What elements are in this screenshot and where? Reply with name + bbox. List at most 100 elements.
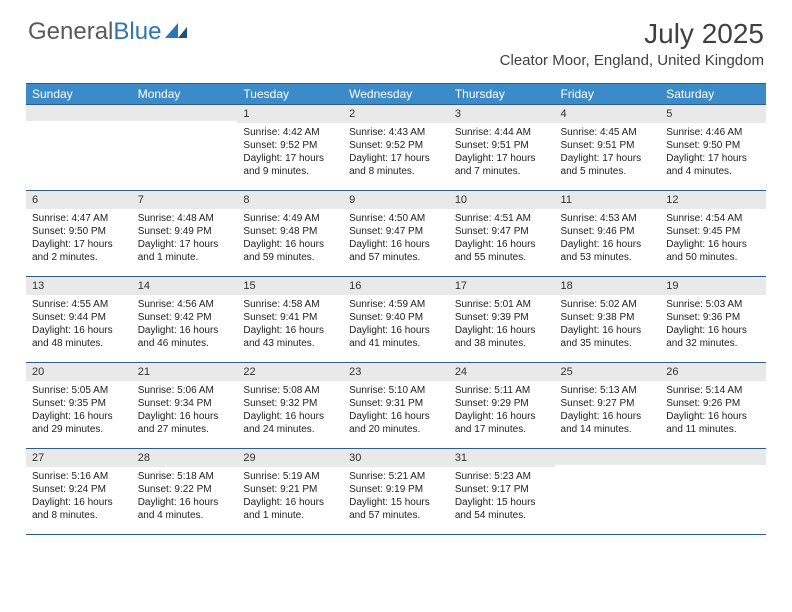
sunset-line: Sunset: 9:52 PM	[349, 139, 443, 152]
sunrise-line: Sunrise: 5:14 AM	[666, 384, 760, 397]
day-number: 1	[237, 105, 343, 123]
daylight-line: Daylight: 17 hours and 8 minutes.	[349, 152, 443, 178]
daylight-line: Daylight: 16 hours and 38 minutes.	[455, 324, 549, 350]
daylight-line: Daylight: 16 hours and 46 minutes.	[138, 324, 232, 350]
sunrise-line: Sunrise: 4:42 AM	[243, 126, 337, 139]
calendar-head: SundayMondayTuesdayWednesdayThursdayFrid…	[26, 84, 766, 105]
sunrise-line: Sunrise: 4:53 AM	[561, 212, 655, 225]
day-body: Sunrise: 5:02 AMSunset: 9:38 PMDaylight:…	[555, 295, 661, 354]
daylight-line: Daylight: 17 hours and 4 minutes.	[666, 152, 760, 178]
day-number	[132, 105, 238, 121]
day-body: Sunrise: 5:06 AMSunset: 9:34 PMDaylight:…	[132, 381, 238, 440]
daylight-line: Daylight: 15 hours and 54 minutes.	[455, 496, 549, 522]
daylight-line: Daylight: 16 hours and 55 minutes.	[455, 238, 549, 264]
day-body: Sunrise: 4:54 AMSunset: 9:45 PMDaylight:…	[660, 209, 766, 268]
day-number	[660, 449, 766, 465]
day-body: Sunrise: 5:08 AMSunset: 9:32 PMDaylight:…	[237, 381, 343, 440]
calendar-empty-cell	[26, 105, 132, 191]
sunset-line: Sunset: 9:26 PM	[666, 397, 760, 410]
daylight-line: Daylight: 16 hours and 43 minutes.	[243, 324, 337, 350]
calendar-day-cell: 21Sunrise: 5:06 AMSunset: 9:34 PMDayligh…	[132, 363, 238, 449]
sunrise-line: Sunrise: 5:13 AM	[561, 384, 655, 397]
sunset-line: Sunset: 9:21 PM	[243, 483, 337, 496]
day-number: 12	[660, 191, 766, 209]
day-body: Sunrise: 4:44 AMSunset: 9:51 PMDaylight:…	[449, 123, 555, 182]
sunrise-line: Sunrise: 5:05 AM	[32, 384, 126, 397]
day-number	[555, 449, 661, 465]
sunrise-line: Sunrise: 4:44 AM	[455, 126, 549, 139]
daylight-line: Daylight: 17 hours and 2 minutes.	[32, 238, 126, 264]
day-number: 2	[343, 105, 449, 123]
day-body: Sunrise: 5:18 AMSunset: 9:22 PMDaylight:…	[132, 467, 238, 526]
day-number: 28	[132, 449, 238, 467]
daylight-line: Daylight: 16 hours and 48 minutes.	[32, 324, 126, 350]
calendar-day-cell: 23Sunrise: 5:10 AMSunset: 9:31 PMDayligh…	[343, 363, 449, 449]
calendar-day-cell: 10Sunrise: 4:51 AMSunset: 9:47 PMDayligh…	[449, 191, 555, 277]
daylight-line: Daylight: 16 hours and 50 minutes.	[666, 238, 760, 264]
daylight-line: Daylight: 16 hours and 20 minutes.	[349, 410, 443, 436]
sunrise-line: Sunrise: 4:51 AM	[455, 212, 549, 225]
daylight-line: Daylight: 16 hours and 8 minutes.	[32, 496, 126, 522]
day-number: 27	[26, 449, 132, 467]
day-number: 24	[449, 363, 555, 381]
day-header: Monday	[132, 84, 238, 105]
daylight-line: Daylight: 16 hours and 11 minutes.	[666, 410, 760, 436]
logo-part1: General	[28, 18, 113, 45]
sunset-line: Sunset: 9:50 PM	[666, 139, 760, 152]
day-number	[26, 105, 132, 121]
calendar-day-cell: 22Sunrise: 5:08 AMSunset: 9:32 PMDayligh…	[237, 363, 343, 449]
daylight-line: Daylight: 16 hours and 32 minutes.	[666, 324, 760, 350]
day-number: 16	[343, 277, 449, 295]
sunset-line: Sunset: 9:48 PM	[243, 225, 337, 238]
day-number: 13	[26, 277, 132, 295]
sunset-line: Sunset: 9:41 PM	[243, 311, 337, 324]
day-body: Sunrise: 4:49 AMSunset: 9:48 PMDaylight:…	[237, 209, 343, 268]
day-body: Sunrise: 4:43 AMSunset: 9:52 PMDaylight:…	[343, 123, 449, 182]
day-body: Sunrise: 4:46 AMSunset: 9:50 PMDaylight:…	[660, 123, 766, 182]
day-body	[132, 121, 238, 128]
sunrise-line: Sunrise: 5:03 AM	[666, 298, 760, 311]
day-number: 19	[660, 277, 766, 295]
calendar-day-cell: 7Sunrise: 4:48 AMSunset: 9:49 PMDaylight…	[132, 191, 238, 277]
sunset-line: Sunset: 9:47 PM	[349, 225, 443, 238]
sunset-line: Sunset: 9:32 PM	[243, 397, 337, 410]
day-body	[660, 465, 766, 472]
sunrise-line: Sunrise: 5:16 AM	[32, 470, 126, 483]
day-body: Sunrise: 4:47 AMSunset: 9:50 PMDaylight:…	[26, 209, 132, 268]
calendar-day-cell: 3Sunrise: 4:44 AMSunset: 9:51 PMDaylight…	[449, 105, 555, 191]
day-header: Wednesday	[343, 84, 449, 105]
day-number: 20	[26, 363, 132, 381]
sunset-line: Sunset: 9:35 PM	[32, 397, 126, 410]
sunrise-line: Sunrise: 4:54 AM	[666, 212, 760, 225]
calendar-day-cell: 27Sunrise: 5:16 AMSunset: 9:24 PMDayligh…	[26, 449, 132, 535]
calendar-day-cell: 1Sunrise: 4:42 AMSunset: 9:52 PMDaylight…	[237, 105, 343, 191]
sunrise-line: Sunrise: 5:01 AM	[455, 298, 549, 311]
sunrise-line: Sunrise: 5:21 AM	[349, 470, 443, 483]
sunrise-line: Sunrise: 4:48 AM	[138, 212, 232, 225]
daylight-line: Daylight: 16 hours and 59 minutes.	[243, 238, 337, 264]
daylight-line: Daylight: 15 hours and 57 minutes.	[349, 496, 443, 522]
sunset-line: Sunset: 9:27 PM	[561, 397, 655, 410]
sunset-line: Sunset: 9:52 PM	[243, 139, 337, 152]
sunrise-line: Sunrise: 5:19 AM	[243, 470, 337, 483]
sunrise-line: Sunrise: 4:58 AM	[243, 298, 337, 311]
day-body: Sunrise: 4:58 AMSunset: 9:41 PMDaylight:…	[237, 295, 343, 354]
calendar-day-cell: 18Sunrise: 5:02 AMSunset: 9:38 PMDayligh…	[555, 277, 661, 363]
calendar-day-cell: 13Sunrise: 4:55 AMSunset: 9:44 PMDayligh…	[26, 277, 132, 363]
sunrise-line: Sunrise: 4:45 AM	[561, 126, 655, 139]
day-body: Sunrise: 4:55 AMSunset: 9:44 PMDaylight:…	[26, 295, 132, 354]
calendar-day-cell: 31Sunrise: 5:23 AMSunset: 9:17 PMDayligh…	[449, 449, 555, 535]
calendar-day-cell: 6Sunrise: 4:47 AMSunset: 9:50 PMDaylight…	[26, 191, 132, 277]
logo-part2: Blue	[113, 18, 161, 45]
day-header: Saturday	[660, 84, 766, 105]
day-header-row: SundayMondayTuesdayWednesdayThursdayFrid…	[26, 84, 766, 105]
day-body: Sunrise: 5:01 AMSunset: 9:39 PMDaylight:…	[449, 295, 555, 354]
day-body: Sunrise: 4:48 AMSunset: 9:49 PMDaylight:…	[132, 209, 238, 268]
day-body: Sunrise: 4:45 AMSunset: 9:51 PMDaylight:…	[555, 123, 661, 182]
daylight-line: Daylight: 16 hours and 53 minutes.	[561, 238, 655, 264]
calendar-week-row: 27Sunrise: 5:16 AMSunset: 9:24 PMDayligh…	[26, 449, 766, 535]
daylight-line: Daylight: 17 hours and 1 minute.	[138, 238, 232, 264]
calendar-day-cell: 26Sunrise: 5:14 AMSunset: 9:26 PMDayligh…	[660, 363, 766, 449]
logo-triangle-icon	[165, 20, 191, 45]
day-body: Sunrise: 5:16 AMSunset: 9:24 PMDaylight:…	[26, 467, 132, 526]
